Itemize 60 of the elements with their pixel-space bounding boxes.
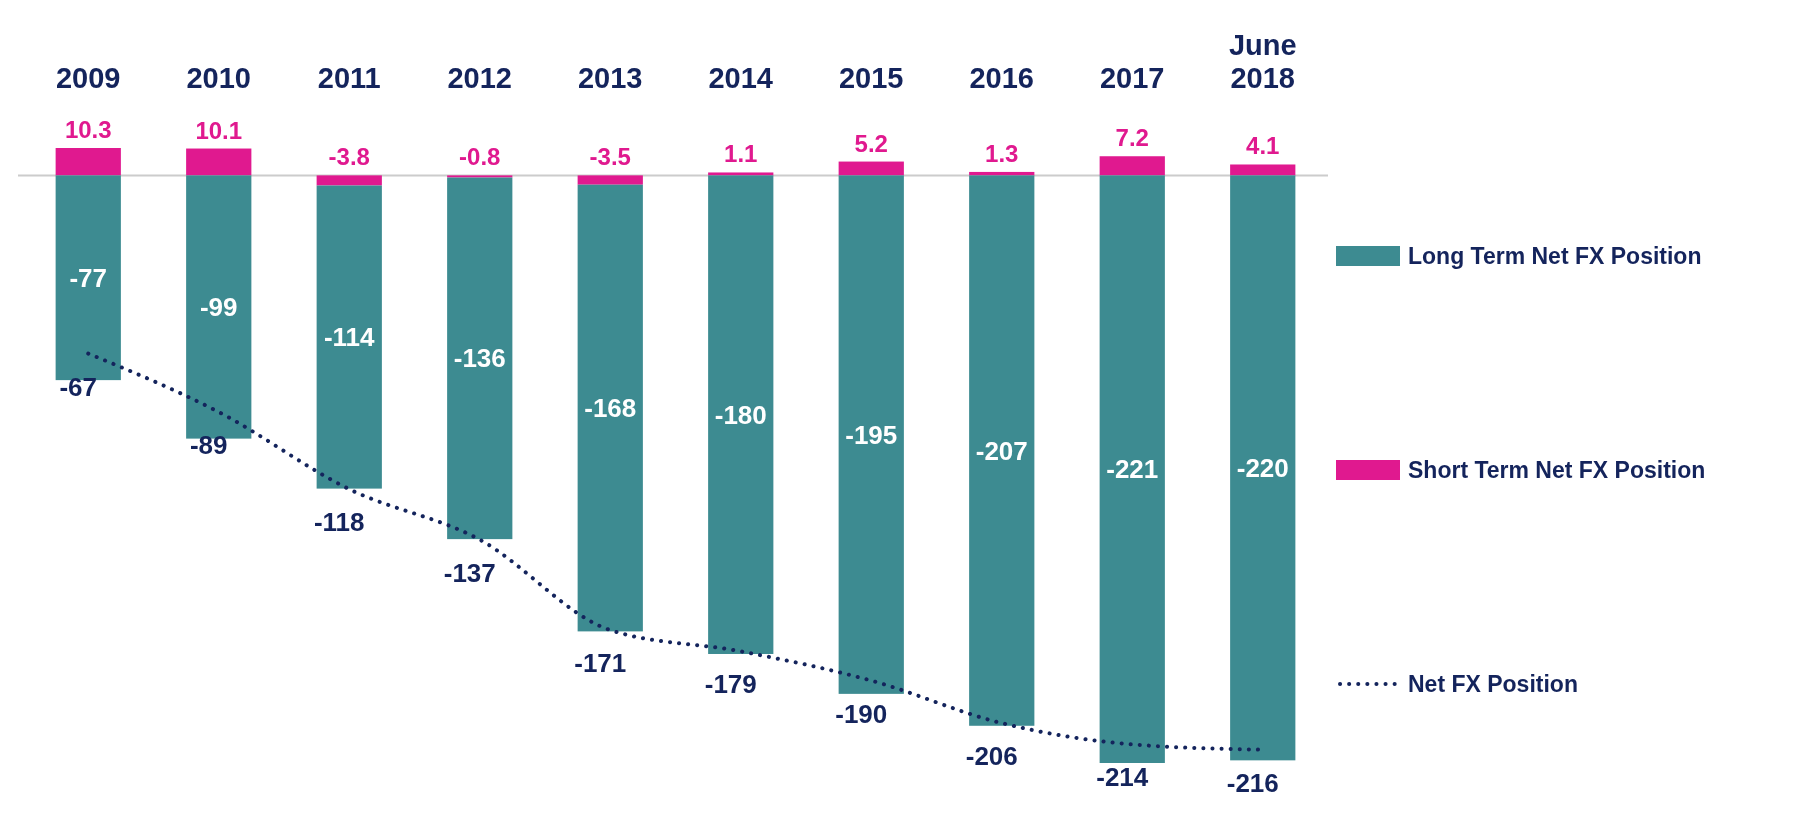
bar	[316, 185, 382, 489]
data-label: -3.8	[328, 143, 370, 171]
x-tick-label: 2009	[55, 62, 121, 94]
data-label: 10.3	[64, 116, 112, 143]
data-label: 4.1	[1246, 132, 1280, 160]
bar	[1099, 175, 1165, 763]
bar	[447, 175, 513, 178]
x-tick-label: 2013	[577, 62, 643, 94]
data-label: -179	[704, 669, 757, 700]
x-tick-label: 2010	[186, 62, 252, 94]
legend-label: Long Term Net FX Position	[1408, 243, 1702, 269]
data-label: -180	[714, 399, 767, 430]
data-label: -136	[453, 343, 506, 374]
legend-label: Short Term Net FX Position	[1408, 457, 1706, 483]
data-label: -168	[584, 393, 637, 424]
data-label: -206	[965, 741, 1018, 772]
bar	[316, 175, 382, 186]
x-tick-label: 2012	[447, 62, 513, 94]
bar	[969, 175, 1035, 726]
bar	[838, 161, 904, 176]
x-tick-label: 2011	[317, 62, 381, 94]
data-label: -3.5	[589, 143, 631, 171]
bar	[708, 172, 774, 176]
data-label: -114	[323, 322, 376, 353]
bar	[577, 175, 643, 185]
bar	[1230, 175, 1296, 761]
data-label: -118	[313, 507, 365, 538]
bar	[55, 148, 121, 176]
bar	[577, 184, 643, 632]
data-label: 1.3	[985, 139, 1019, 167]
data-label: 7.2	[1115, 124, 1149, 152]
x-tick-label: 2014	[708, 62, 774, 94]
data-label: -137	[443, 557, 496, 588]
x-tick-label: 2017	[1099, 62, 1165, 94]
data-label: -214	[1096, 762, 1149, 793]
bar	[447, 177, 513, 540]
data-label: -216	[1226, 767, 1279, 798]
x-tick-label: 2016	[969, 62, 1035, 94]
x-tick-label: 2015	[838, 62, 904, 94]
bar	[708, 175, 774, 654]
legend-label: Net FX Position	[1408, 671, 1578, 697]
bar	[838, 175, 904, 694]
data-label: -221	[1106, 454, 1159, 485]
bar	[1230, 164, 1296, 176]
data-label: 1.1	[724, 140, 758, 168]
data-label: -207	[975, 435, 1028, 466]
data-label: -99	[199, 292, 238, 322]
x-tick-label: June 2018	[1228, 29, 1297, 94]
data-label: -89	[189, 430, 228, 461]
data-label: -190	[835, 698, 888, 729]
data-label: -195	[845, 419, 898, 450]
bar	[1099, 156, 1165, 176]
data-label: -77	[69, 262, 108, 293]
data-label: 10.1	[195, 116, 243, 144]
data-label: -171	[574, 648, 627, 679]
bar	[186, 148, 252, 176]
data-label: 5.2	[854, 129, 888, 157]
data-label: -0.8	[459, 143, 501, 171]
data-label: -220	[1236, 452, 1289, 483]
data-label: -67	[59, 371, 98, 402]
